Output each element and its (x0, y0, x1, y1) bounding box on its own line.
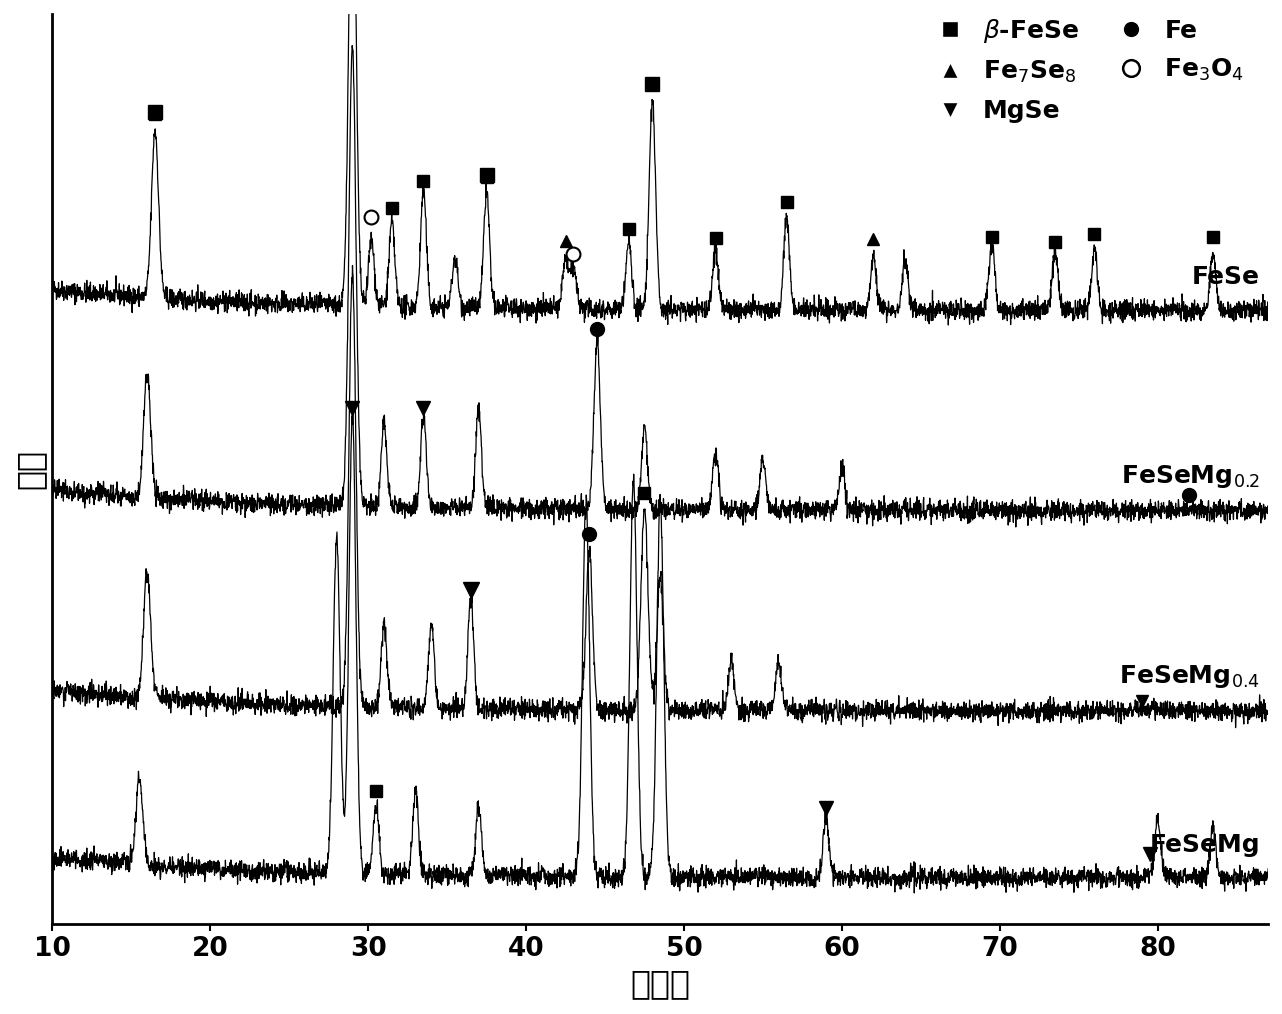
Y-axis label: 强度: 强度 (14, 449, 47, 489)
X-axis label: 衍射角: 衍射角 (631, 967, 690, 1000)
Text: FeSe: FeSe (1192, 266, 1260, 289)
Text: FeSeMg: FeSeMg (1150, 832, 1260, 857)
Text: FeSeMg$_{0.2}$: FeSeMg$_{0.2}$ (1120, 462, 1260, 490)
Text: FeSeMg$_{0.4}$: FeSeMg$_{0.4}$ (1119, 663, 1260, 690)
Legend: $\beta$-FeSe, Fe$_7$Se$_8$, MgSe, Fe, Fe$_3$O$_4$: $\beta$-FeSe, Fe$_7$Se$_8$, MgSe, Fe, Fe… (927, 16, 1244, 123)
